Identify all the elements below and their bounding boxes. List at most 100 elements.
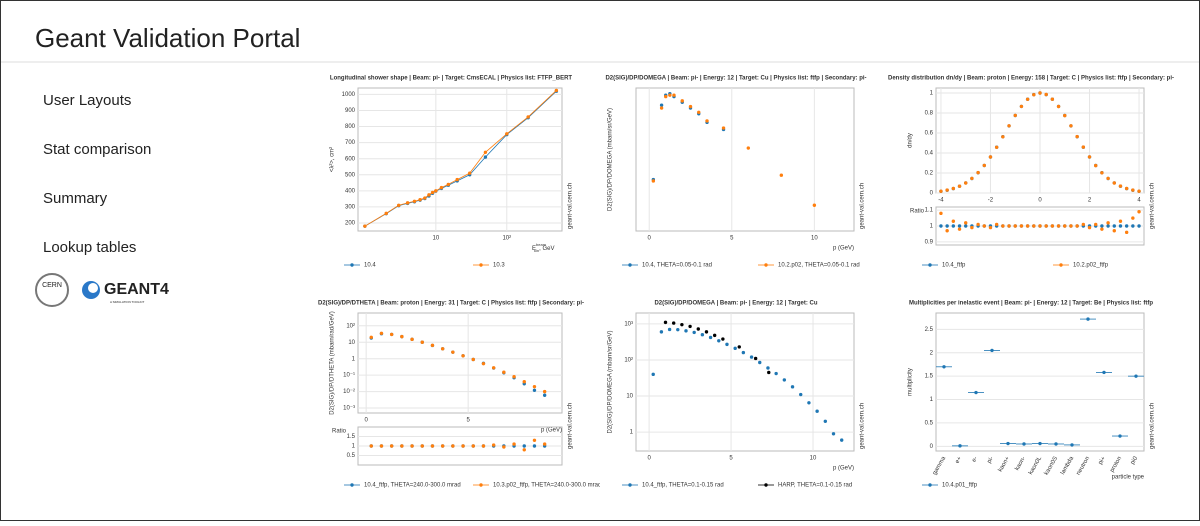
chart-grid: Longitudinal shower shape | Beam: pi- | … xyxy=(318,70,1174,495)
data-point xyxy=(1094,163,1098,168)
category-label: pi0 xyxy=(1130,455,1140,466)
y-tick-label: 1.5 xyxy=(925,374,934,380)
legend-label: 10.4, THETA=0.05-0.1 rad xyxy=(642,263,712,269)
data-point xyxy=(758,360,762,365)
legend-marker xyxy=(479,483,483,487)
legend-label: 10.4_ftfp xyxy=(942,263,966,269)
data-point xyxy=(1112,224,1116,228)
data-point xyxy=(717,339,721,343)
data-point xyxy=(688,324,692,329)
data-point xyxy=(1100,224,1104,228)
data-point xyxy=(667,327,672,332)
legend-label: 10.3.p02_ftfp, THETA=240.0-300.0 mrad xyxy=(493,483,601,489)
data-point xyxy=(1013,113,1017,118)
geant-text: GEANT4 xyxy=(104,281,169,298)
data-point xyxy=(1106,224,1110,228)
y-tick-label: 200 xyxy=(345,221,356,227)
legend-label: 10.4_ftfp, THETA=0.1-0.15 rad xyxy=(642,483,724,489)
data-point xyxy=(512,375,516,379)
data-point xyxy=(481,444,486,448)
chart-panel: Density distribution dn/dy | Beam: proto… xyxy=(888,70,1174,275)
data-point xyxy=(774,371,778,376)
y-tick-label: 0.5 xyxy=(925,421,934,427)
data-point xyxy=(994,145,999,149)
x-tick-label: 0 xyxy=(647,456,651,462)
data-point xyxy=(418,197,422,202)
data-point xyxy=(467,171,472,175)
data-point xyxy=(1118,224,1123,228)
data-point xyxy=(1081,145,1086,149)
data-point xyxy=(1025,97,1030,102)
data-point xyxy=(446,182,451,187)
y-tick-label: 0.4 xyxy=(925,151,934,157)
data-point xyxy=(420,444,424,448)
data-point xyxy=(939,224,943,228)
nav-link[interactable]: User Layouts xyxy=(43,92,131,109)
data-point xyxy=(659,103,664,107)
data-point xyxy=(379,444,384,448)
y-tick-label: 2 xyxy=(930,350,934,356)
nav-link[interactable]: Lookup tables xyxy=(43,239,136,256)
y-axis-label: D2(SIG)/DP/DOMEGA (mbarn/sr/GeV) xyxy=(608,330,614,433)
y-tick-label: 10² xyxy=(346,323,355,329)
data-point xyxy=(491,366,496,370)
geant-logo[interactable]: GEANT4 A SIMULATION TOOLKIT xyxy=(82,281,169,304)
data-point xyxy=(1056,224,1061,228)
data-point xyxy=(976,170,980,175)
data-point xyxy=(708,335,713,340)
y-tick-label: 700 xyxy=(345,140,356,146)
data-point xyxy=(1131,224,1135,228)
data-point xyxy=(951,224,956,228)
data-point xyxy=(994,222,999,227)
chart-panel: Multiplicities per inelastic event | Bea… xyxy=(900,295,1162,495)
watermark: geant-val.cern.ch xyxy=(1150,403,1156,449)
data-point xyxy=(1063,113,1067,118)
data-point xyxy=(676,327,680,332)
y-axis-label: D2(SIG)/DP/DTHETA (mbarn/rad/GeV) xyxy=(330,311,336,415)
data-point xyxy=(725,342,729,347)
data-point xyxy=(700,333,705,337)
y-tick-label: 10⁻¹ xyxy=(343,373,355,379)
plot-frame xyxy=(635,87,855,232)
data-point xyxy=(1038,224,1042,228)
geant-tagline: A SIMULATION TOOLKIT xyxy=(110,300,145,304)
data-point xyxy=(483,155,488,159)
data-point xyxy=(483,150,488,154)
y-tick-label: 300 xyxy=(345,204,356,210)
data-point xyxy=(363,224,367,228)
data-point xyxy=(522,448,526,452)
data-point xyxy=(522,379,526,384)
watermark: geant-val.cern.ch xyxy=(568,403,574,449)
data-point xyxy=(721,126,726,130)
data-point xyxy=(369,444,373,448)
data-point xyxy=(1054,442,1058,446)
data-point xyxy=(1006,441,1010,446)
data-point xyxy=(1102,370,1106,375)
data-point xyxy=(1100,227,1104,231)
data-point xyxy=(696,327,700,331)
data-point xyxy=(1106,176,1110,181)
y-tick-label: 10⁻³ xyxy=(343,406,355,412)
data-point xyxy=(522,444,526,448)
data-point xyxy=(554,88,559,93)
data-point xyxy=(379,331,384,336)
y-tick-label: 10 xyxy=(626,394,633,400)
data-point xyxy=(471,357,475,362)
data-point xyxy=(481,361,486,366)
chart-panel: D2(SIG)/DP/DOMEGA | Beam: pi- | Energy: … xyxy=(600,70,872,275)
data-point xyxy=(369,335,373,339)
y-tick-label: 0 xyxy=(930,191,934,197)
x-tick-label: 5 xyxy=(466,418,470,424)
data-point xyxy=(812,203,817,207)
x-tick-label: 5 xyxy=(729,456,733,462)
x-label-unit: , GeV xyxy=(539,246,554,252)
chart-title: Multiplicities per inelastic event | Bea… xyxy=(909,301,1153,307)
cern-ring xyxy=(35,273,69,307)
cern-logo[interactable]: CERN xyxy=(35,273,69,307)
nav-link[interactable]: Stat comparison xyxy=(43,141,151,158)
data-point xyxy=(988,225,993,230)
nav-link[interactable]: Summary xyxy=(43,190,108,207)
chart-panel: D2(SIG)/DP/DOMEGA | Beam: pi- | Energy: … xyxy=(600,295,872,495)
x-tick-label: 0 xyxy=(1038,198,1042,204)
